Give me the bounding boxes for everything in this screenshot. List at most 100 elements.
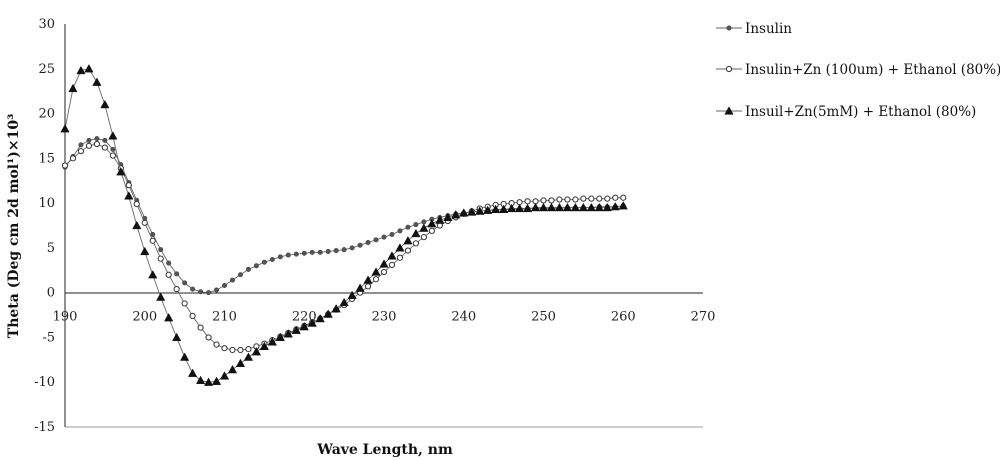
data-point (132, 220, 142, 230)
data-point (108, 131, 118, 140)
y-tick-label: 10 (38, 196, 55, 211)
data-point (475, 206, 485, 215)
data-point (578, 202, 588, 212)
data-point (530, 202, 541, 212)
data-point (443, 212, 453, 222)
data-point (166, 260, 172, 266)
legend-marker (724, 106, 734, 115)
data-point (150, 231, 156, 237)
data-point (435, 215, 445, 224)
data-point (554, 202, 565, 212)
data-point (371, 267, 381, 276)
data-point (556, 196, 563, 203)
data-point (237, 272, 243, 278)
data-point (364, 283, 372, 290)
data-point (309, 249, 315, 255)
data-point (419, 223, 429, 232)
data-point (428, 227, 435, 234)
data-point (77, 148, 85, 155)
data-point (491, 204, 501, 213)
legend-item: Insulin+Zn (100um) + Ethanol (80%) (716, 62, 1000, 78)
data-point (620, 194, 627, 201)
data-point (522, 203, 533, 213)
data-point (84, 64, 94, 73)
data-point (253, 263, 259, 269)
data-point (562, 202, 573, 212)
legend-marker (726, 25, 732, 31)
data-point (411, 228, 421, 238)
data-point (221, 345, 228, 352)
y-tick-label: -15 (34, 420, 55, 435)
data-point (116, 167, 126, 176)
y-tick-label: 30 (38, 17, 55, 32)
data-point (299, 321, 309, 331)
legend: Insulin Insulin+Zn (100um) + Ethanol (80%… (716, 21, 1000, 120)
data-point (395, 243, 405, 252)
data-point (420, 234, 427, 241)
data-point (148, 270, 158, 279)
data-point (580, 195, 587, 202)
legend-label: Insulin (745, 21, 792, 37)
series-1 (62, 136, 626, 296)
data-point (86, 137, 92, 143)
x-tick-label: 200 (132, 310, 157, 325)
data-point (365, 240, 371, 246)
data-point (190, 286, 196, 292)
data-point (214, 287, 220, 293)
data-point (594, 202, 604, 212)
data-point (69, 155, 77, 162)
axes (64, 24, 703, 428)
data-point (267, 337, 277, 346)
data-point (85, 142, 93, 149)
y-tick-labels: 30 25 20 15 10 5 0 -5 -10 -15 (34, 17, 55, 435)
x-tick-label: 260 (611, 310, 636, 325)
y-tick-label: 0 (47, 286, 55, 301)
data-point (548, 197, 555, 204)
data-point (405, 224, 411, 230)
x-tick-label: 190 (53, 310, 78, 325)
x-tick-label: 270 (691, 310, 716, 325)
data-point (94, 136, 100, 142)
data-point (421, 219, 427, 225)
data-point (68, 83, 78, 93)
data-point (229, 277, 235, 283)
data-point (483, 205, 493, 214)
data-point (388, 261, 396, 269)
data-point (222, 283, 228, 289)
data-point (61, 162, 69, 169)
data-point (187, 368, 198, 377)
data-point (251, 347, 262, 356)
data-point (618, 201, 628, 210)
data-point (323, 309, 333, 318)
legend-marker (725, 65, 733, 73)
data-point (156, 292, 166, 301)
data-point (93, 140, 101, 148)
data-point (229, 346, 236, 354)
data-point (195, 375, 206, 385)
data-point (451, 210, 461, 219)
data-point (317, 249, 323, 255)
legend-label: Insuil+Zn(5mM) + Ethanol (80%) (745, 104, 976, 120)
data-point (219, 371, 230, 380)
data-point (174, 271, 180, 277)
data-point (540, 197, 547, 204)
data-point (467, 207, 477, 216)
data-point (235, 358, 246, 368)
data-point (141, 219, 148, 226)
data-point (387, 251, 397, 260)
data-point (301, 250, 307, 256)
data-point (243, 352, 254, 361)
data-point (245, 266, 251, 272)
legend-label: Insulin+Zn (100um) + Ethanol (80%) (745, 62, 1000, 78)
data-point (339, 297, 349, 307)
data-point (173, 285, 180, 293)
x-tick-label: 210 (212, 310, 237, 325)
data-point (347, 290, 357, 299)
data-point (102, 137, 108, 143)
data-point (357, 242, 363, 248)
data-point (269, 257, 275, 263)
data-point (165, 271, 172, 278)
data-point (76, 65, 86, 75)
data-point (572, 196, 579, 203)
data-point (203, 377, 214, 386)
